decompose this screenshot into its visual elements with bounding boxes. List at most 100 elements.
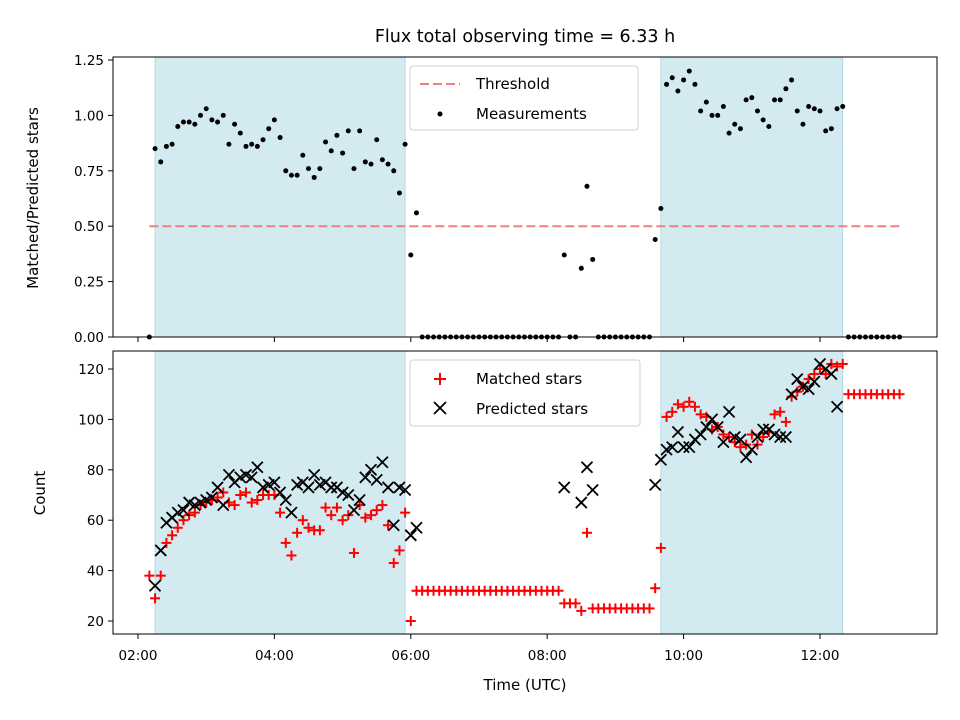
observing-window-shading [154,56,844,338]
measurement-point-15 [232,121,238,127]
matched-star-point-1 [150,593,161,604]
measurement-point-7 [186,119,192,125]
measurement-point-10 [203,106,209,112]
measurement-point-14 [226,141,232,147]
predicted-star-point-44 [398,483,412,497]
matched-star-point-108 [758,432,769,443]
measurement-point-39 [368,161,374,167]
matched-star-point-101 [718,429,729,440]
measurement-point-105 [743,97,749,103]
y-ratio-tick-label-3: 0.75 [74,164,104,180]
predicted-star-point-36 [353,493,366,507]
measurement-point-2 [158,159,164,165]
measurement-point-116 [806,104,812,110]
measurement-points [146,68,903,340]
measurement-point-28 [306,166,311,172]
legend-predicted-label: Predicted stars [476,400,588,418]
matched-star-point-28 [303,522,314,533]
y-axis-label-ratio: Matched/Predicted stars [24,107,42,289]
predicted-star-point-74 [779,430,793,444]
matched-star-point-96 [689,401,700,412]
matched-star-point-95 [684,396,695,407]
matched-star-point-121 [832,361,843,372]
measurement-point-3 [163,143,169,149]
measurement-point-42 [385,161,391,167]
measurement-point-6 [180,119,186,125]
measurement-point-98 [703,99,709,105]
matched-star-point-12 [212,492,223,503]
predicted-star-point-68 [745,443,758,456]
predicted-star-point-82 [825,367,838,381]
matched-star-point-23 [275,507,286,518]
measurement-point-97 [698,108,704,114]
predicted-star-point-79 [808,375,821,388]
matched-star-point-46 [405,616,416,626]
matched-star-point-4 [167,530,178,541]
measurement-point-19 [254,143,260,149]
measurement-point-120 [828,126,834,132]
x-time-tick-label-2: 06:00 [391,648,430,664]
predicted-star-point-21 [268,476,281,489]
predicted-star-point-49 [580,461,594,474]
predicted-star-point-31 [325,481,338,494]
measurement-point-9 [198,112,204,118]
predicted-star-point-67 [739,451,753,464]
x-time-tick-label-1: 04:00 [255,648,294,664]
matched-star-point-15 [229,500,240,511]
measurement-point-37 [357,128,363,134]
matched-star-point-16 [235,490,246,500]
star-count-panel: Count Time (UTC) 20 40 60 80 100 120 02:00 04:… [31,350,938,694]
matched-star-point-119 [820,369,831,380]
matched-star-point-40 [371,505,382,516]
predicted-star-point-70 [757,423,770,436]
measurement-point-113 [789,77,795,83]
measurement-point-73 [561,252,567,258]
measurement-point-1 [152,146,158,152]
legend-measurements-swatch [437,111,443,117]
measurement-point-5 [175,123,181,129]
y-ratio-tick-label-4: 1.00 [74,108,104,124]
measurement-point-24 [283,168,289,174]
matched-star-point-104 [735,442,746,453]
predicted-star-point-66 [734,433,747,446]
predicted-star-point-62 [711,420,724,434]
matched-star-point-5 [172,522,183,533]
matched-star-point-44 [394,545,405,556]
y-count-tick-label-5: 120 [78,362,104,378]
predicted-star-point-37 [359,471,372,484]
measurement-point-102 [726,130,732,136]
y-ratio-tick-label-2: 0.50 [74,219,104,235]
predicted-star-point-40 [376,456,389,469]
measurement-point-110 [772,97,778,103]
measurement-point-112 [783,86,789,92]
predicted-star-point-47 [558,481,571,494]
matched-star-point-34 [337,515,348,526]
measurement-point-45 [402,141,408,147]
predicted-star-point-22 [273,486,287,499]
predicted-star-point-13 [222,468,236,481]
matched-star-point-93 [672,399,683,410]
matched-star-point-112 [780,416,791,427]
matched-star-point-72 [553,585,564,596]
predicted-star-point-51 [649,478,662,492]
legend-threshold-label: Threshold [475,75,550,93]
predicted-star-point-61 [705,413,719,426]
x-axis-ticks-time: 02:00 04:00 06:00 08:00 10:00 12:00 [119,634,840,664]
bottom-plot-frame [112,350,938,635]
predicted-star-point-75 [785,388,798,401]
matched-star-point-75 [570,598,581,609]
y-ratio-tick-label-5: 1.25 [74,53,104,69]
matched-star-point-39 [366,510,377,521]
measurement-point-100 [715,112,721,118]
legend-box-bottom [409,359,641,427]
measurement-point-13 [220,112,226,118]
x-time-tick-label-5: 12:00 [801,648,840,664]
measurement-point-122 [840,104,846,110]
matched-star-point-77 [581,527,592,538]
legend-matched-swatch [434,373,446,385]
predicted-star-point-34 [342,488,355,502]
y-count-tick-label-4: 100 [78,412,104,428]
measurement-point-89 [652,236,658,242]
measurement-point-30 [317,166,323,172]
predicted-star-point-59 [694,428,707,441]
